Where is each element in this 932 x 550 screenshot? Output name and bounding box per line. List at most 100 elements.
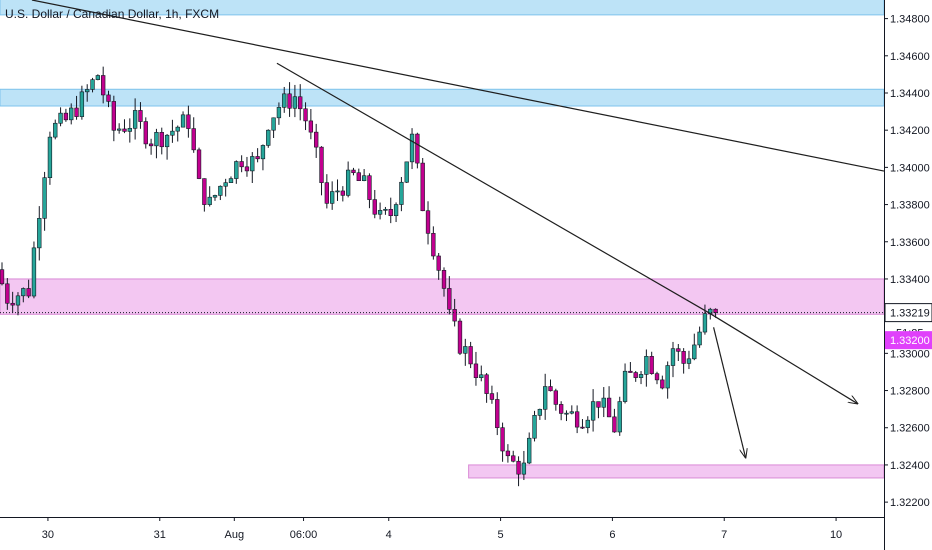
- candle-body-27: [143, 121, 148, 145]
- y-tick-label-6: 1.33600: [890, 237, 930, 249]
- candle-body-54: [287, 93, 292, 109]
- candle-body-109: [580, 426, 585, 429]
- candle-body-123: [654, 373, 660, 381]
- x-tick-label-0: 30: [42, 529, 54, 541]
- candle-body-32: [170, 130, 175, 136]
- x-tick-label-6: 6: [609, 529, 615, 541]
- y-tick-label-9: 1.33000: [890, 348, 930, 360]
- candle-body-33: [175, 126, 180, 132]
- candle-body-88: [468, 346, 473, 365]
- candle-body-108: [574, 411, 580, 428]
- candle-body-24: [127, 128, 132, 132]
- candle-body-90: [479, 374, 484, 378]
- candle-body-37: [196, 149, 202, 179]
- candle-body-30: [159, 132, 164, 148]
- candle-body-34: [180, 114, 186, 128]
- candle-body-105: [558, 404, 564, 414]
- candle-body-55: [292, 96, 298, 109]
- candle-body-91: [484, 374, 489, 394]
- candle-body-117: [622, 370, 628, 402]
- candle-body-92: [489, 393, 495, 400]
- candle-body-28: [148, 143, 154, 147]
- candle-body-51: [271, 117, 276, 131]
- candle-body-38: [202, 178, 207, 205]
- candle-body-41: [218, 185, 223, 196]
- candle-body-3: [15, 295, 21, 306]
- candle-body-115: [612, 416, 617, 433]
- candle-body-64: [340, 190, 345, 196]
- candle-body-94: [500, 427, 505, 452]
- candle-body-2: [10, 302, 15, 306]
- candle-body-95: [505, 450, 511, 457]
- candle-body-22: [116, 128, 122, 131]
- candle-body-45: [239, 161, 244, 168]
- candle-body-17: [90, 79, 95, 90]
- candle-body-26: [138, 110, 143, 122]
- candle-body-126: [670, 348, 676, 366]
- candle-body-66: [351, 169, 356, 174]
- candle-body-103: [548, 386, 553, 392]
- y-tick-label-13: 1.32200: [890, 497, 930, 509]
- candle-body-110: [585, 419, 590, 428]
- y-tick-label-10: 1.32800: [890, 386, 930, 398]
- time-axis-bg: [0, 517, 884, 550]
- candle-body-128: [681, 351, 686, 364]
- candle-body-59: [314, 131, 319, 148]
- candle-body-89: [473, 363, 479, 378]
- y-tick-label-0: 1.34800: [890, 14, 930, 26]
- candle-body-65: [345, 169, 351, 196]
- candle-body-112: [596, 401, 601, 408]
- candle-body-96: [511, 455, 516, 462]
- candle-body-35: [186, 114, 191, 129]
- alert-price-tag: [885, 331, 932, 350]
- candle-body-53: [282, 93, 287, 108]
- candle-body-68: [361, 175, 367, 182]
- candle-body-58: [308, 120, 314, 133]
- trendline-arrow-1: [707, 311, 857, 403]
- candle-body-104: [553, 390, 558, 405]
- y-tick-label-3: 1.34200: [890, 125, 930, 137]
- candle-body-20: [106, 94, 111, 102]
- y-tick-label-2: 1.34400: [890, 88, 930, 100]
- y-tick-label-1: 1.34600: [890, 51, 930, 63]
- trendline-1: [276, 62, 709, 313]
- candle-body-13: [69, 107, 74, 121]
- candle-body-56: [298, 96, 303, 110]
- candle-body-18: [95, 75, 101, 80]
- candle-body-61: [324, 182, 330, 204]
- candle-body-93: [495, 399, 500, 428]
- candle-body-119: [633, 372, 638, 378]
- candle-body-14: [74, 107, 79, 117]
- candle-body-40: [212, 195, 218, 198]
- candle-body-102: [543, 386, 548, 410]
- candle-body-122: [649, 356, 654, 374]
- candle-body-29: [154, 132, 159, 147]
- candle-body-80: [425, 210, 431, 234]
- candle-body-50: [266, 129, 271, 146]
- y-tick-label-4: 1.34000: [890, 162, 930, 174]
- candle-body-63: [335, 190, 340, 193]
- candle-body-127: [676, 348, 681, 352]
- candle-body-76: [404, 161, 409, 183]
- candle-body-62: [330, 191, 335, 204]
- candle-body-21: [111, 101, 116, 131]
- candle-body-84: [447, 288, 452, 310]
- candle-body-48: [255, 156, 260, 160]
- candle-body-107: [569, 411, 574, 414]
- candles-layer: [0, 66, 718, 487]
- candle-body-81: [431, 233, 436, 257]
- candle-body-113: [601, 397, 606, 408]
- candle-body-12: [63, 112, 69, 121]
- x-tick-label-4: 4: [386, 529, 392, 541]
- candle-body-10: [53, 122, 58, 138]
- candle-body-86: [457, 320, 463, 354]
- candle-body-114: [606, 397, 612, 418]
- last-price-label: 1.33219: [890, 308, 930, 320]
- x-tick-label-1: 31: [154, 529, 166, 541]
- candle-body-134: [713, 308, 718, 313]
- candle-body-77: [409, 133, 415, 163]
- candle-body-11: [58, 112, 63, 124]
- candle-body-0: [0, 269, 5, 285]
- candle-body-83: [441, 270, 447, 289]
